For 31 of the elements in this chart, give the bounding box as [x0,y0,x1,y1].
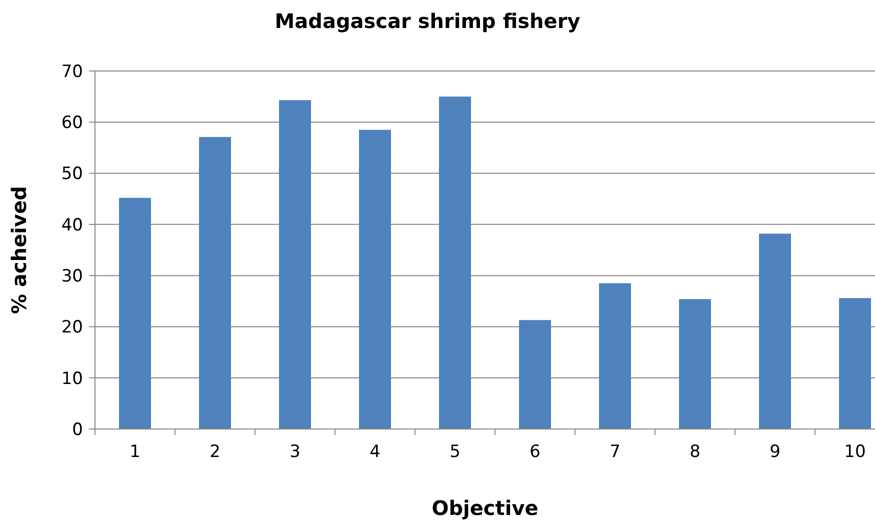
y-tick-label: 10 [61,368,83,389]
x-axis-title: Objective [432,496,538,520]
y-tick-label: 50 [61,164,83,184]
y-tick-label: 40 [61,215,83,236]
x-tick-label: 10 [844,442,866,462]
y-tick-label: 70 [61,62,83,82]
bar [359,130,391,429]
bar [599,283,631,429]
x-tick-label: 3 [290,442,300,462]
bar [199,136,231,429]
x-tick-label: 5 [450,442,460,462]
y-tick-label: 60 [61,113,83,134]
x-tick-label: 1 [130,442,140,462]
y-tick-label: 20 [61,318,83,338]
x-tick-label: 6 [530,442,540,462]
x-tick-label: 4 [370,442,380,462]
bar [679,299,711,429]
bar [279,100,311,429]
x-tick-label: 2 [210,442,220,462]
bar [439,96,471,429]
bar [839,298,871,429]
bar [119,198,151,429]
x-tick-label: 9 [770,442,780,462]
y-axis-title: % acheived [7,186,31,314]
chart-title: Madagascar shrimp fishery [274,9,580,33]
y-tick-label: 30 [61,266,83,287]
y-tick-label: 0 [72,420,83,440]
x-tick-label: 8 [690,442,700,462]
x-tick-label: 7 [610,442,620,462]
bar [759,234,791,429]
bar [519,320,551,429]
